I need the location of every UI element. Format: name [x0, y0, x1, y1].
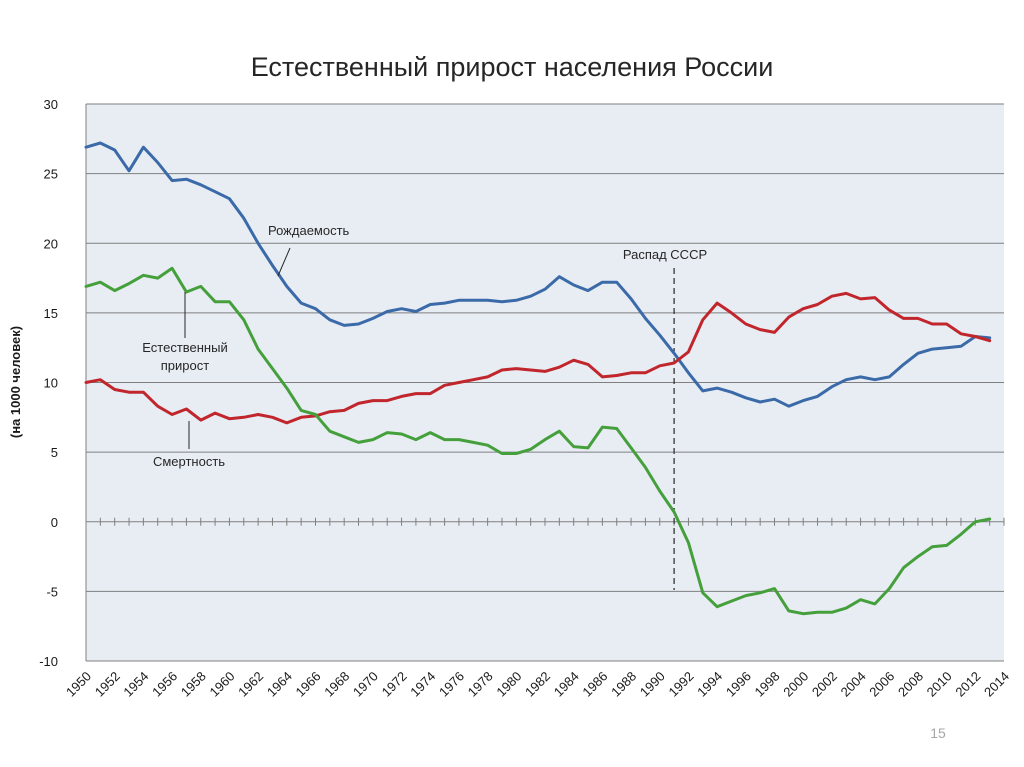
page-number: 15 — [930, 725, 946, 741]
y-tick-label: 15 — [44, 306, 58, 321]
y-tick-label: 0 — [51, 515, 58, 530]
x-tick-label: 2004 — [838, 669, 869, 700]
x-tick-label: 1952 — [92, 669, 123, 700]
natural-label-line1: Естественный — [142, 340, 227, 355]
x-tick-label: 1964 — [264, 669, 295, 700]
death-label: Смертность — [153, 454, 225, 469]
x-tick-label: 1994 — [694, 669, 725, 700]
x-tick-label: 1976 — [436, 669, 467, 700]
annotations: Рождаемость Естественный прирост Смертно… — [142, 223, 707, 469]
x-tick-label: 2014 — [981, 669, 1012, 700]
chart-title: Естественный прирост населения России — [250, 52, 774, 82]
x-tick-label: 1974 — [407, 669, 438, 700]
x-tick-label: 2002 — [809, 669, 840, 700]
x-tick-label: 1992 — [666, 669, 697, 700]
x-tick-label: 2008 — [895, 669, 926, 700]
x-tick-label: 1980 — [493, 669, 524, 700]
y-tick-label: 5 — [51, 445, 58, 460]
x-tick-label: 2012 — [952, 669, 983, 700]
birth-leader-line — [277, 247, 291, 277]
x-tick-label: 1966 — [293, 669, 324, 700]
y-tick-label: -10 — [39, 654, 58, 669]
y-tick-label: 30 — [44, 97, 58, 112]
x-tick-label: 1960 — [207, 669, 238, 700]
natural-label-line2: прирост — [161, 358, 209, 373]
x-tick-label: 1996 — [723, 669, 754, 700]
x-tick-label: 1990 — [637, 669, 668, 700]
y-tick-label: 20 — [44, 236, 58, 251]
x-tick-label: 2010 — [924, 669, 955, 700]
x-tick-label: 1968 — [321, 669, 352, 700]
x-tick-label: 1998 — [752, 669, 783, 700]
x-tick-label: 1988 — [608, 669, 639, 700]
event-label: Распад СССР — [623, 247, 707, 262]
x-tick-label: 2000 — [780, 669, 811, 700]
x-tick-label: 1962 — [235, 669, 266, 700]
x-tick-label: 1984 — [551, 669, 582, 700]
series-line-death — [84, 291, 992, 425]
y-axis-label: (на 1000 человек) — [8, 326, 23, 438]
x-tick-label: 1958 — [178, 669, 209, 700]
series-line-birth — [84, 141, 992, 408]
x-tick-label: 1950 — [63, 669, 94, 700]
x-tick-label: 1986 — [579, 669, 610, 700]
x-tick-label: 1954 — [120, 669, 151, 700]
y-tick-label: 10 — [44, 376, 58, 391]
series-lines — [84, 141, 992, 616]
x-tick-label: 1982 — [522, 669, 553, 700]
y-tick-label: 25 — [44, 167, 58, 182]
series-line-natural — [84, 266, 992, 616]
birth-label: Рождаемость — [268, 223, 350, 238]
x-tick-label: 2006 — [866, 669, 897, 700]
x-tick-label: 1972 — [379, 669, 410, 700]
y-tick-label: -5 — [46, 584, 58, 599]
x-tick-label: 1970 — [350, 669, 381, 700]
x-tick-label: 1956 — [149, 669, 180, 700]
x-tick-label: 1978 — [465, 669, 496, 700]
